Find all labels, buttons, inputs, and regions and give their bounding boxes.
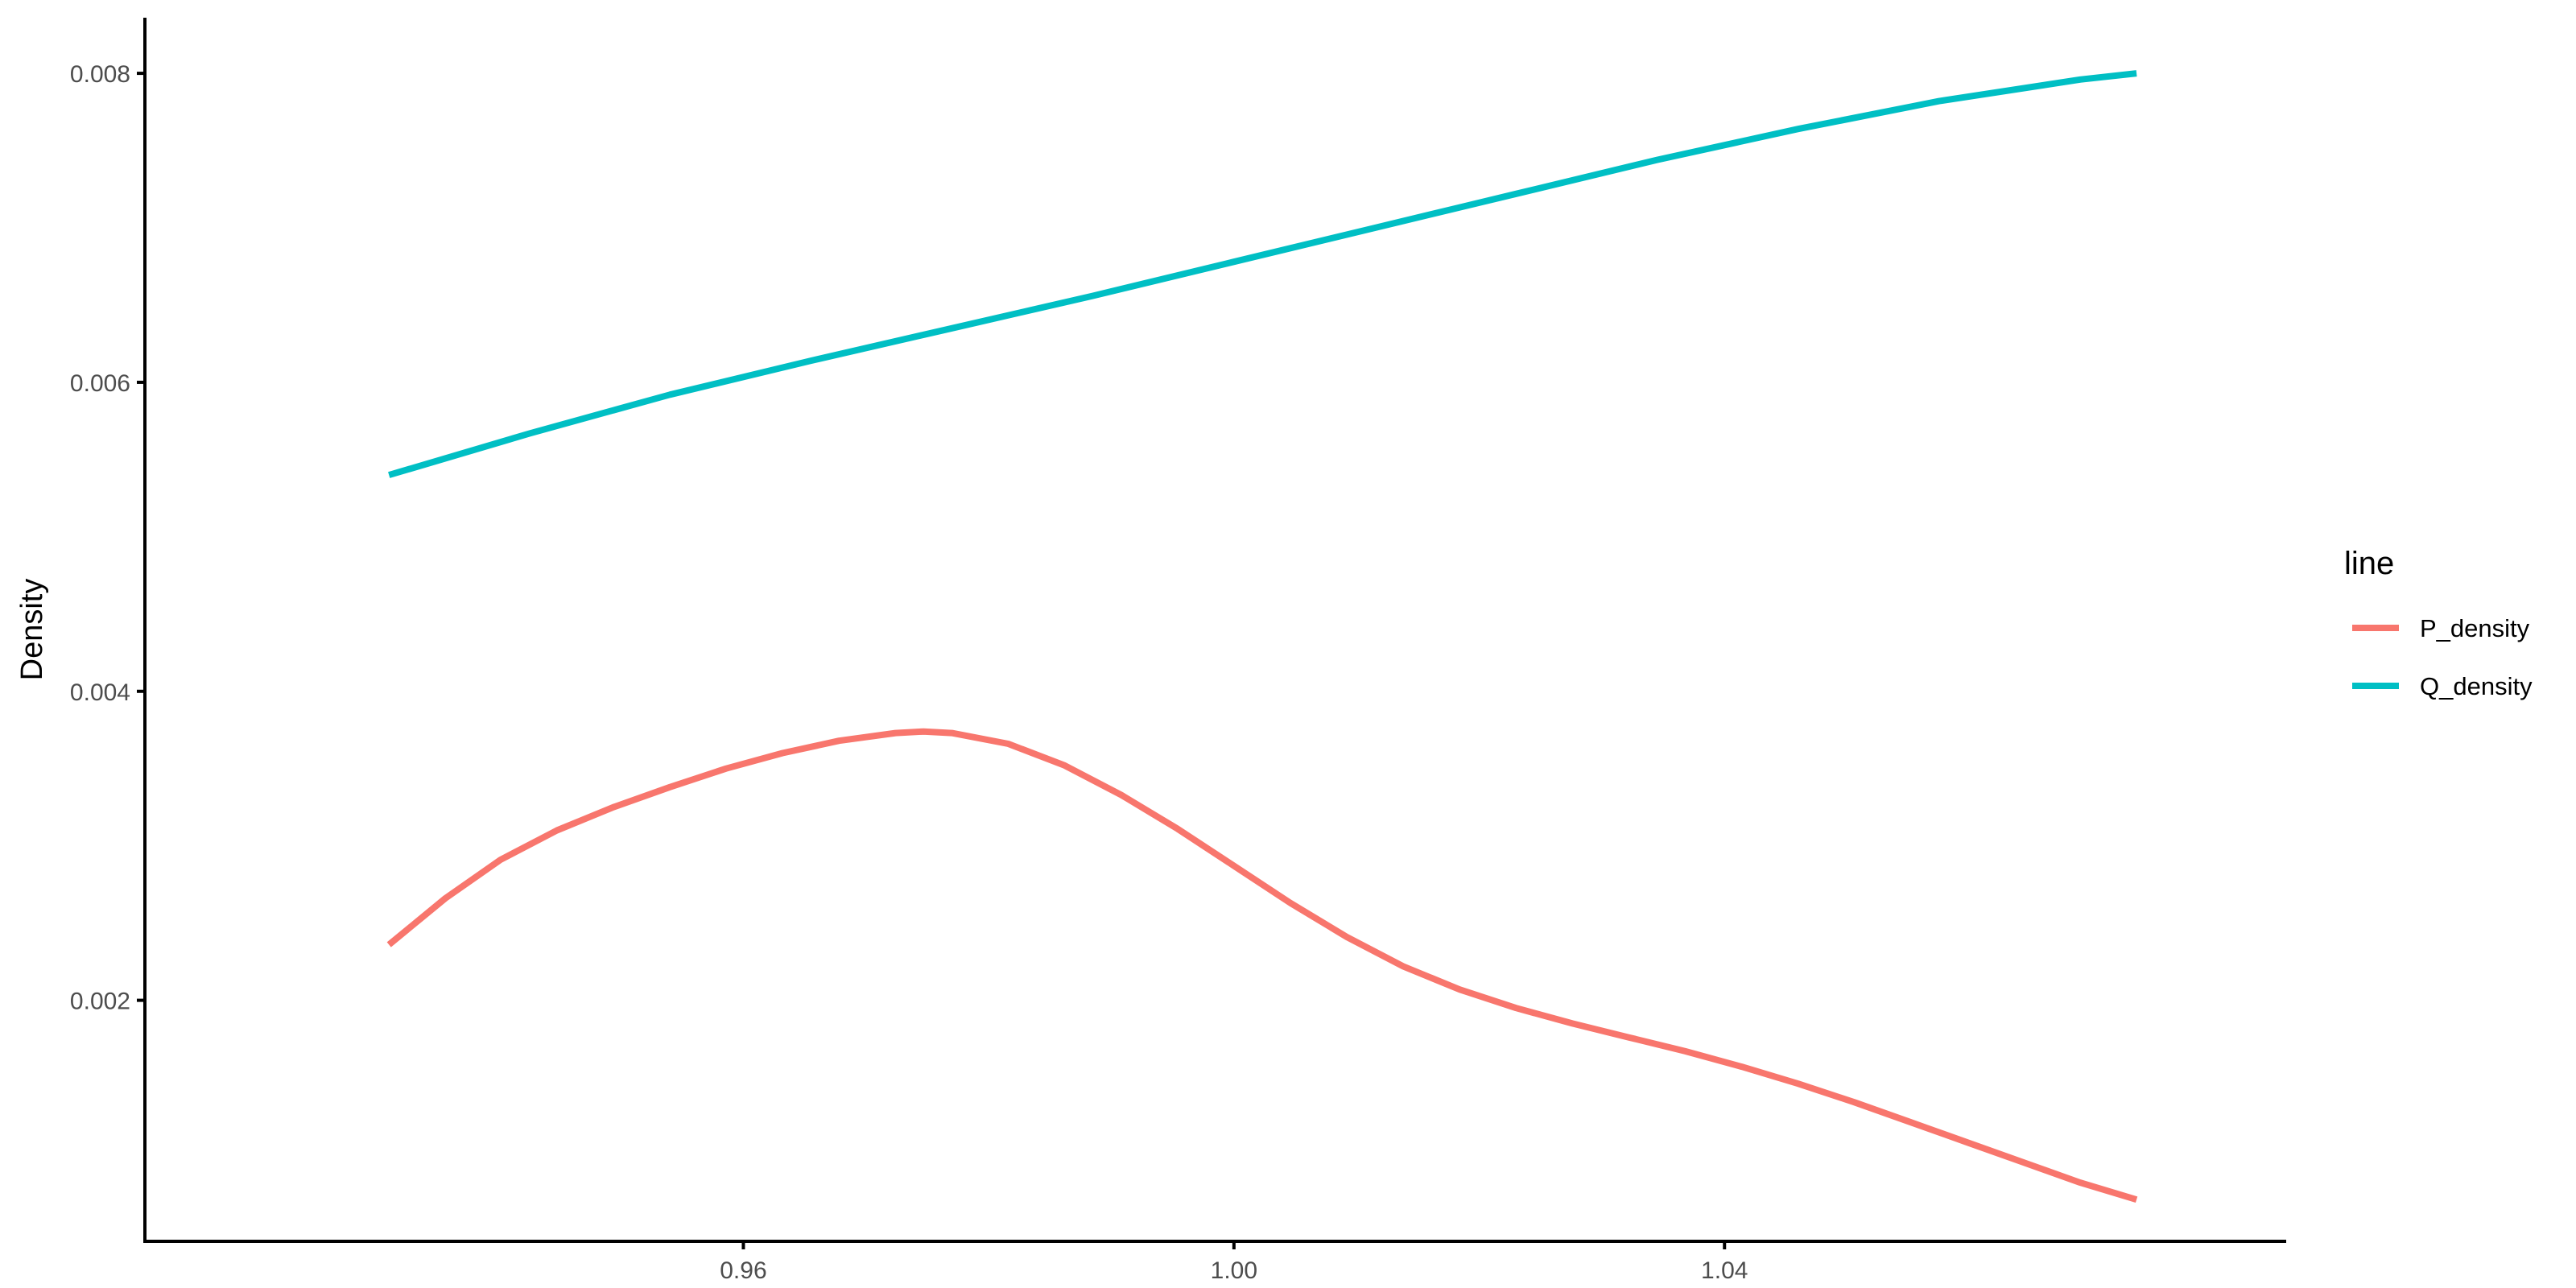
y-tick-label: 0.006 [70, 370, 130, 397]
legend-title: line [2344, 546, 2394, 581]
legend: line P_density Q_density [2344, 546, 2533, 700]
x-tick-label: 1.00 [1211, 1257, 1257, 1284]
axes: 0.002 0.004 0.006 0.008 0.96 1.00 1.04 [70, 18, 2286, 1284]
x-ticks: 0.96 1.00 1.04 [720, 1241, 1748, 1284]
plot-lines [386, 70, 2138, 1203]
x-tick-label: 1.04 [1701, 1257, 1748, 1284]
y-tick-label: 0.004 [70, 679, 130, 706]
legend-label: Q_density [2420, 672, 2533, 700]
series-line-q-density [388, 70, 2137, 478]
legend-label: P_density [2420, 614, 2530, 642]
y-tick-label: 0.002 [70, 989, 130, 1015]
y-ticks: 0.002 0.004 0.006 0.008 [70, 61, 145, 1015]
series-line-p-density [386, 728, 2138, 1203]
x-tick-label: 0.96 [720, 1257, 766, 1284]
y-tick-label: 0.008 [70, 61, 130, 88]
legend-items: P_density Q_density [2352, 614, 2533, 700]
y-axis-title: Density [15, 579, 49, 681]
